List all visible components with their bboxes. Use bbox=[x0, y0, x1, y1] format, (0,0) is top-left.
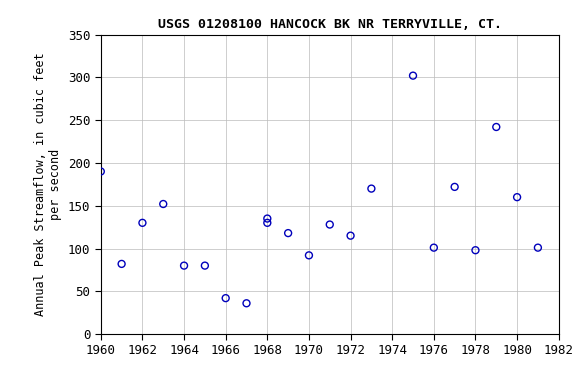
Point bbox=[117, 261, 126, 267]
Point bbox=[200, 263, 210, 269]
Point bbox=[492, 124, 501, 130]
Point bbox=[346, 233, 355, 239]
Point bbox=[283, 230, 293, 236]
Point bbox=[325, 222, 335, 228]
Point bbox=[242, 300, 251, 306]
Point bbox=[304, 252, 313, 258]
Point bbox=[158, 201, 168, 207]
Point bbox=[96, 169, 105, 175]
Point bbox=[450, 184, 459, 190]
Point bbox=[263, 215, 272, 222]
Y-axis label: Annual Peak Streamflow, in cubic feet
per second: Annual Peak Streamflow, in cubic feet pe… bbox=[35, 53, 62, 316]
Point bbox=[471, 247, 480, 253]
Point bbox=[429, 245, 438, 251]
Point bbox=[180, 263, 189, 269]
Point bbox=[408, 73, 418, 79]
Point bbox=[138, 220, 147, 226]
Point bbox=[221, 295, 230, 301]
Point bbox=[263, 220, 272, 226]
Title: USGS 01208100 HANCOCK BK NR TERRYVILLE, CT.: USGS 01208100 HANCOCK BK NR TERRYVILLE, … bbox=[158, 18, 502, 31]
Point bbox=[533, 245, 543, 251]
Point bbox=[513, 194, 522, 200]
Point bbox=[367, 185, 376, 192]
